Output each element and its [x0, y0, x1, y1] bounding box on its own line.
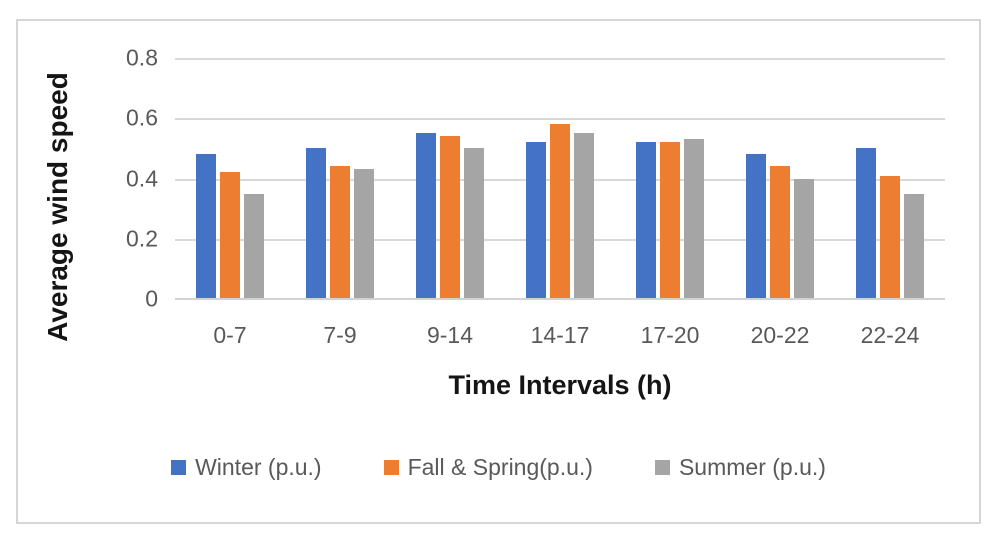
bar — [880, 175, 900, 299]
gridline — [175, 118, 945, 121]
y-tick-label: 0.4 — [126, 165, 158, 191]
bar — [306, 148, 326, 299]
bar-groups — [175, 58, 945, 299]
x-category-label: 14-17 — [530, 322, 590, 348]
x-category-label: 22-24 — [860, 322, 920, 348]
bar-group — [746, 58, 814, 299]
bar — [660, 142, 680, 299]
y-tick-label: 0.6 — [126, 104, 158, 131]
y-tick-label: 0 — [145, 285, 158, 312]
bar — [244, 193, 264, 299]
x-category-label: 17-20 — [640, 322, 700, 348]
y-axis-title: Average wind speed — [34, 58, 82, 356]
legend: Winter (p.u.) Fall & Spring(p.u.) Summer (… — [18, 454, 979, 481]
x-category-label: 20-22 — [750, 322, 810, 348]
bar — [770, 166, 790, 299]
x-category-label: 0-7 — [213, 322, 247, 348]
bar — [794, 178, 814, 299]
bar-group — [196, 58, 264, 299]
bar — [196, 154, 216, 299]
legend-item: Winter (p.u.) — [171, 454, 322, 481]
bar — [526, 142, 546, 299]
bar — [330, 166, 350, 299]
bar — [746, 154, 766, 299]
legend-item: Summer (p.u.) — [654, 454, 826, 481]
bar — [574, 133, 594, 299]
x-axis-line — [175, 298, 945, 300]
x-axis-category-labels: 0-7 7-9 9-14 14-17 17-20 20-22 22-24 — [175, 322, 945, 349]
y-tick-label: 0.8 — [126, 44, 158, 71]
bar — [636, 142, 656, 299]
bar — [464, 148, 484, 299]
bar — [220, 172, 240, 299]
bar — [684, 139, 704, 299]
legend-swatch-icon — [171, 460, 187, 475]
bar — [416, 133, 436, 299]
y-axis-title-text: Average wind speed — [42, 72, 73, 342]
bar-group — [856, 58, 924, 299]
bar-group — [636, 58, 704, 299]
legend-swatch-icon — [654, 460, 670, 475]
bar — [856, 148, 876, 299]
x-axis-title: Time Intervals (h) — [448, 370, 672, 400]
legend-swatch-icon — [383, 460, 399, 475]
legend-label: Summer (p.u.) — [678, 454, 826, 480]
bar — [354, 169, 374, 299]
y-axis-tick-labels: 0.8 0.6 0.4 0.2 0 — [96, 46, 158, 310]
gridline — [175, 58, 945, 60]
bar — [904, 193, 924, 299]
plot-area — [175, 58, 945, 300]
bar-group — [306, 58, 374, 299]
x-category-label: 9-14 — [426, 322, 474, 348]
bar — [440, 136, 460, 299]
bar-group — [526, 58, 594, 299]
legend-label: Fall & Spring(p.u.) — [407, 454, 593, 480]
chart-figure: Average wind speed 0.8 0.6 0.4 0.2 0 0-7 7-9 9… — [16, 19, 981, 524]
bar — [550, 124, 570, 299]
x-category-label: 7-9 — [323, 322, 357, 348]
y-tick-label: 0.2 — [126, 225, 158, 252]
legend-label: Winter (p.u.) — [195, 454, 322, 480]
legend-item: Fall & Spring(p.u.) — [383, 454, 593, 481]
bar-group — [416, 58, 484, 299]
